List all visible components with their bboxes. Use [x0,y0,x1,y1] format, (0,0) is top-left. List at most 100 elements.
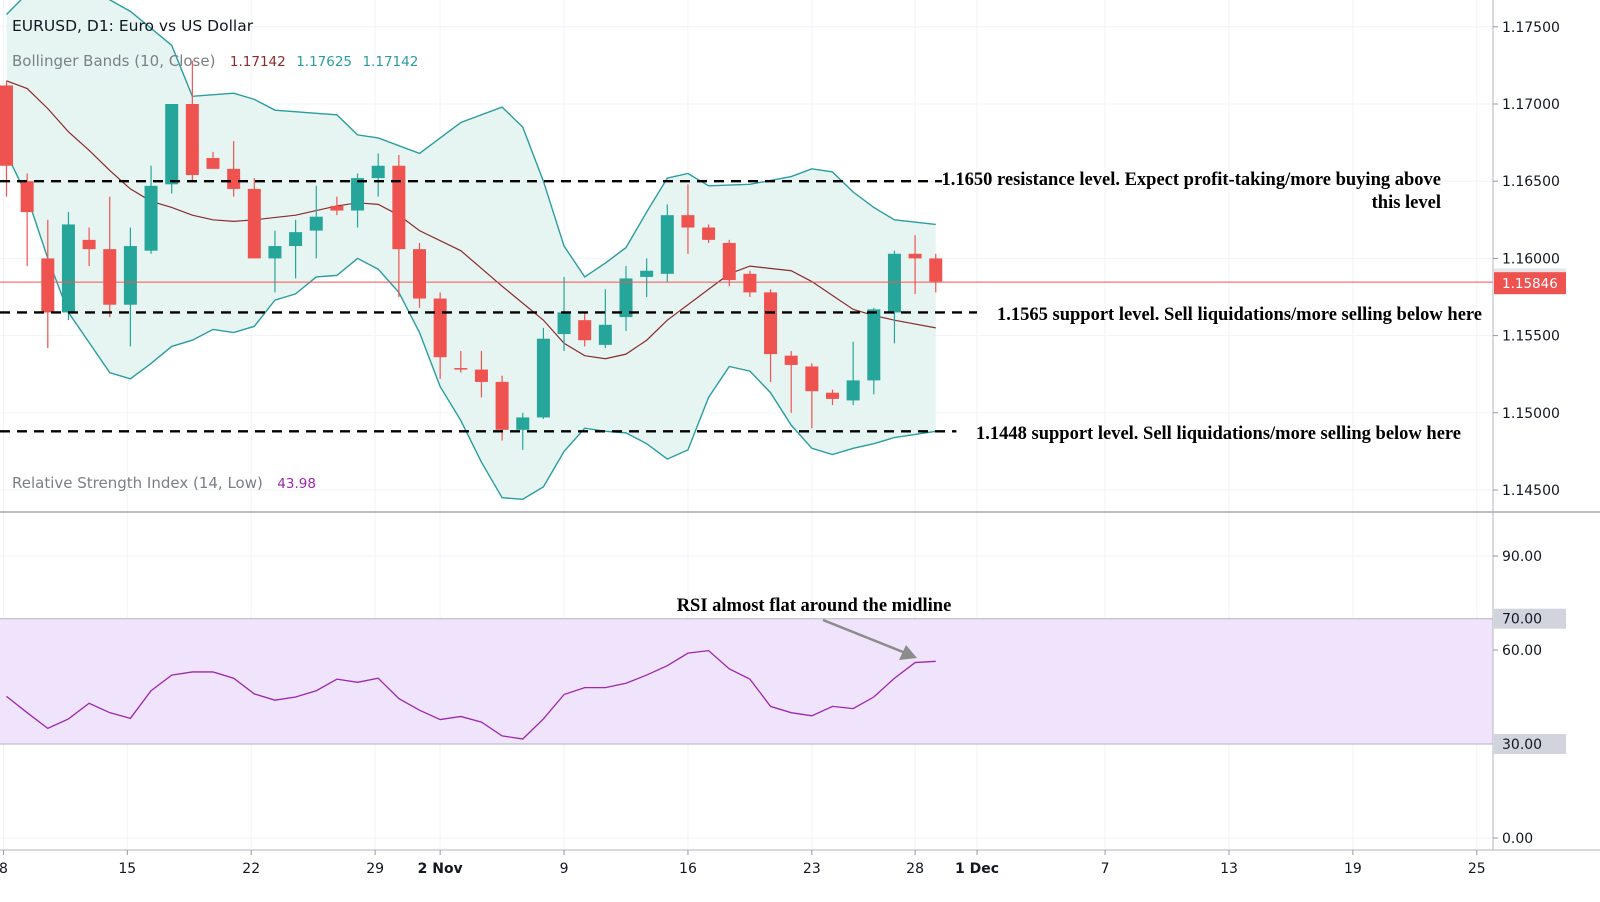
candle-body [640,270,654,277]
candle[interactable] [0,80,13,197]
bollinger-legend[interactable]: Bollinger Bands (10, Close) 1.17142 1.17… [12,52,418,70]
candle[interactable] [247,178,261,259]
candle[interactable] [764,289,778,382]
candle-body [578,320,592,341]
candle[interactable] [185,60,199,182]
candle[interactable] [929,253,943,293]
candle[interactable] [743,270,757,297]
price-tick-label: 1.16500 [1502,174,1560,190]
candle-body [784,355,798,365]
candle-body [826,392,839,399]
candle[interactable] [495,375,509,441]
candle[interactable] [227,141,241,197]
candle-body [764,292,778,355]
candle[interactable] [20,173,34,267]
rsi-band-label-box [1494,608,1566,629]
rsi-band-label: 30.00 [1494,734,1566,755]
candle[interactable] [206,151,220,169]
candle[interactable] [103,196,117,318]
candle[interactable] [557,276,571,352]
time-tick-label: 13 [1220,861,1238,877]
last-price-tag-box [1494,272,1566,295]
candle[interactable] [454,351,468,373]
candle[interactable] [144,165,158,254]
last-price-tag: 1.15846 [1494,272,1566,295]
candle[interactable] [309,185,323,259]
time-tick-label: 22 [242,861,260,877]
price-tick-label: 1.16000 [1502,251,1560,267]
candle[interactable] [413,242,426,308]
candle[interactable] [784,351,798,413]
candle-body [309,216,323,231]
candle[interactable] [516,412,530,450]
time-tick-label: 9 [560,861,569,877]
candle-body [289,232,303,247]
candle[interactable] [123,227,137,347]
candle[interactable] [640,258,654,297]
rsi-band-label: 70.00 [1494,608,1566,629]
candle[interactable] [619,266,633,331]
bollinger-basis-line [6,80,936,360]
candle[interactable] [578,312,592,347]
candle[interactable] [805,363,819,429]
level-annotation-1: this level [1372,193,1441,213]
candle-body [330,205,344,211]
candle-body [516,417,530,430]
price-tick-label: 1.15500 [1502,329,1560,345]
legend: EURUSD, D1: Euro vs US Dollar Bollinger … [12,17,418,492]
time-tick-label: 1 Dec [955,861,999,877]
time-tick-label: 19 [1344,861,1362,877]
candle-body [805,366,819,392]
candle[interactable] [474,351,488,398]
time-tick-label: 7 [1101,861,1110,877]
candle[interactable] [392,154,406,297]
candle[interactable] [351,173,365,228]
candle[interactable] [289,219,303,279]
candle[interactable] [702,224,716,243]
candles[interactable] [0,60,943,450]
bollinger-fill [6,0,936,500]
bollinger-value-basis: 1.17142 [230,54,286,70]
candle[interactable] [165,104,179,194]
candle[interactable] [371,153,385,197]
candle-body [103,249,117,305]
candle[interactable] [82,227,96,267]
candle[interactable] [826,389,839,406]
candle[interactable] [598,289,612,348]
candle-body [598,324,612,345]
time-tick-label: 28 [906,861,924,877]
time-tick-label: 23 [803,861,821,877]
candle[interactable] [41,219,55,348]
candle[interactable] [681,184,695,254]
price-tick-label: 1.17000 [1502,97,1560,113]
candle-body [413,249,426,299]
candle-body [887,253,901,313]
candle-body [474,369,488,382]
candle[interactable] [887,250,901,344]
candle-body [660,215,674,274]
candle-body [0,85,13,166]
price-tick-label: 1.15000 [1502,406,1560,422]
candle-body [846,380,860,401]
candle-body [20,181,34,213]
bollinger-label: Bollinger Bands (10, Close) [12,52,215,70]
candle[interactable] [660,204,674,282]
time-tick-label: 29 [366,861,384,877]
candle[interactable] [330,196,344,216]
rsi-band-label-text: 30.00 [1502,737,1542,753]
candle[interactable] [908,235,922,294]
candle-body [185,104,199,176]
bollinger-lower-line [5,153,936,500]
level-annotation-3: 1.1448 support level. Sell liquidations/… [976,424,1461,444]
candle[interactable] [846,341,860,406]
rsi-tick-label: 60.00 [1502,643,1542,659]
candle-body [371,165,385,179]
rsi-legend[interactable]: Relative Strength Index (14, Low) 43.98 [12,474,316,492]
candle[interactable] [867,307,881,395]
candle[interactable] [536,327,550,419]
candle[interactable] [61,212,75,321]
last-price-tag-text: 1.15846 [1502,276,1558,292]
candle[interactable] [722,239,736,287]
